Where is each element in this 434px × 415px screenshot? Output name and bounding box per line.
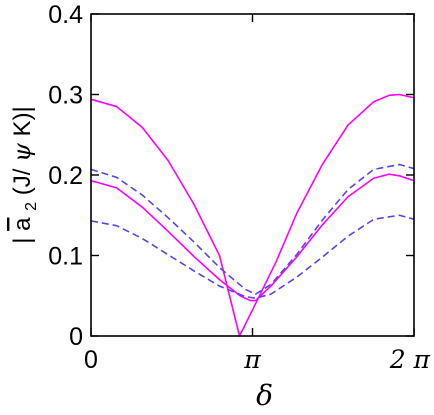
y-tick-label: 0.4	[48, 1, 83, 29]
ticks	[90, 13, 415, 337]
y-label-close: K)|	[9, 106, 36, 136]
curves	[90, 93, 415, 337]
series-4-dashed-line	[90, 214, 415, 299]
x-tick-label: 0	[84, 346, 98, 374]
x-tick-label: 2 π	[389, 345, 431, 374]
series-1-solid-line	[90, 93, 415, 337]
y-label-psi: ψ	[8, 142, 36, 162]
y-label-prefix: |	[9, 238, 36, 244]
y-tick-label: 0	[69, 323, 83, 351]
y-axis-label: | a 2 (J/ ψ K)|	[8, 106, 42, 244]
y-tick-label: 0.3	[48, 82, 83, 110]
series-2-solid-line	[90, 173, 415, 302]
x-axis-label: δ	[256, 379, 273, 412]
y-label-open: (J/	[9, 168, 36, 195]
x-tick-label: π	[243, 345, 261, 374]
plot-frame	[90, 13, 415, 337]
y-tick-label: 0.1	[48, 243, 83, 271]
y-label-symbol: a	[9, 217, 36, 231]
series-3-dashed-line	[90, 163, 415, 295]
y-tick-label: 0.2	[48, 162, 83, 190]
tick-labels: 0 0.1 0.2 0.3 0.4 0 π 2 π	[48, 1, 430, 374]
y-label-subscript: 2	[23, 202, 40, 211]
